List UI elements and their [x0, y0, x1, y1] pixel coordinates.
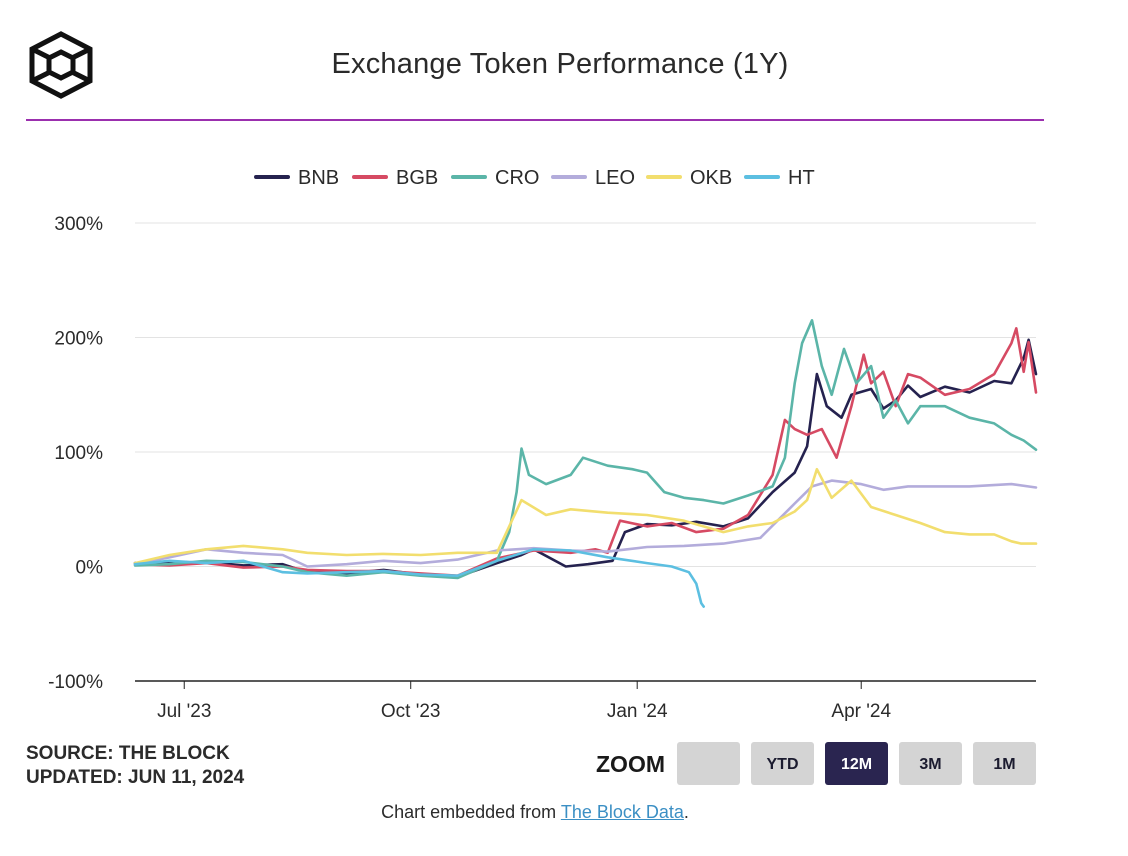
- x-axis-ticks: Jul '23 Oct '23 Jan '24 Apr '24: [157, 681, 891, 722]
- the-block-data-link[interactable]: The Block Data: [560, 802, 684, 822]
- title-divider: [26, 119, 1044, 121]
- series-line-okb: [133, 467, 1038, 565]
- embed-prefix: Chart embedded from: [381, 802, 561, 822]
- legend-label-ht: HT: [788, 167, 815, 189]
- legend-label-bnb: BNB: [298, 167, 339, 189]
- zoom-button-12m[interactable]: 12M: [825, 742, 888, 785]
- zoom-button-1m[interactable]: 1M: [973, 742, 1036, 785]
- y-axis-ticks: 300% 200% 100% 0% -100%: [48, 214, 103, 693]
- legend-label-bgb: BGB: [396, 167, 438, 189]
- series-line-leo: [133, 479, 1038, 568]
- y-tick-label: 200%: [54, 329, 103, 350]
- zoom-button-ytd[interactable]: YTD: [751, 742, 814, 785]
- y-tick-label: 300%: [54, 214, 103, 235]
- y-tick-label: -100%: [48, 672, 103, 693]
- legend-label-leo: LEO: [595, 167, 635, 189]
- x-tick-label: Jan '24: [607, 701, 668, 722]
- updated-text: UPDATED: JUN 11, 2024: [26, 767, 245, 788]
- source-note: SOURCE: THE BLOCK UPDATED: JUN 11, 2024: [26, 742, 244, 790]
- series-line-cro: [133, 319, 1038, 580]
- zoom-button-blank[interactable]: [677, 742, 740, 785]
- source-text: SOURCE: THE BLOCK: [26, 743, 230, 764]
- embed-suffix: .: [683, 802, 689, 822]
- x-tick-label: Apr '24: [831, 701, 891, 722]
- y-tick-label: 0%: [76, 558, 104, 579]
- zoom-button-3m[interactable]: 3M: [899, 742, 962, 785]
- series-lines: [133, 319, 1038, 608]
- chart-title: Exchange Token Performance (1Y): [331, 48, 789, 80]
- line-chart: 300% 200% 100% 0% -100% Jul '23 Oct '23 Jan '2…: [48, 167, 1038, 722]
- the-block-logo: [26, 30, 96, 100]
- legend-label-cro: CRO: [495, 167, 539, 189]
- x-tick-label: Jul '23: [157, 701, 211, 722]
- x-tick-label: Oct '23: [381, 701, 441, 722]
- series-line-ht: [133, 548, 705, 608]
- embed-note: Chart embedded from The Block Data.: [0, 802, 1070, 823]
- zoom-label: ZOOM: [596, 751, 665, 777]
- grid-lines: [135, 222, 1036, 682]
- legend: BNB BGB CRO LEO OKB HT: [254, 167, 815, 189]
- legend-label-okb: OKB: [690, 167, 732, 189]
- y-tick-label: 100%: [54, 443, 103, 464]
